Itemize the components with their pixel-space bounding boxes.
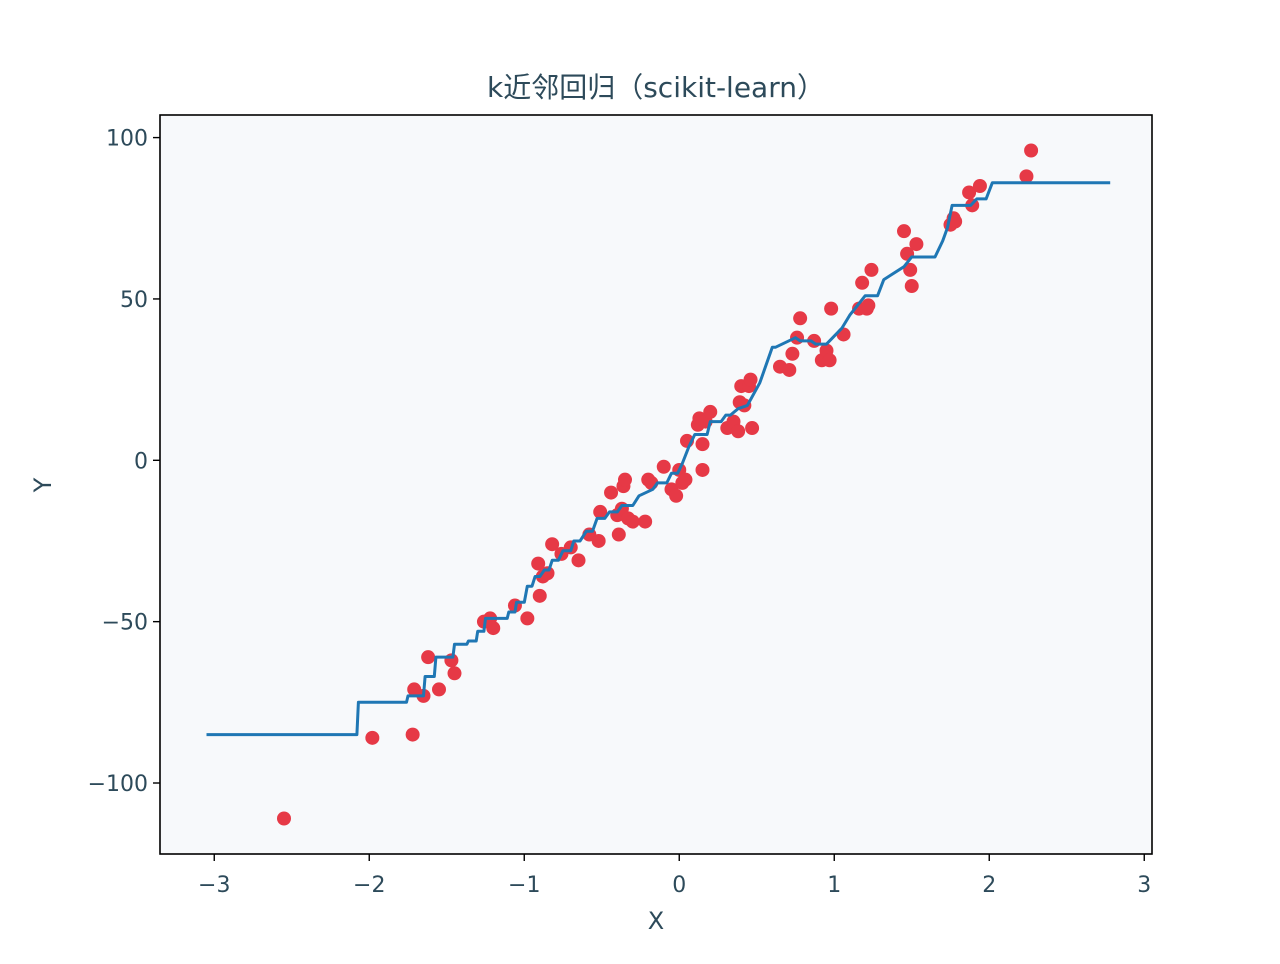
y-tick-label: 50 (120, 288, 148, 313)
y-tick-label: 0 (134, 449, 148, 474)
scatter-point (571, 553, 586, 568)
scatter-point (531, 556, 546, 571)
scatter-point (486, 621, 501, 636)
scatter-point (864, 262, 879, 277)
scatter-point (785, 346, 800, 361)
scatter-point (1024, 143, 1039, 158)
scatter-point (793, 311, 808, 326)
scatter-point (545, 537, 560, 552)
scatter-point (593, 504, 608, 519)
scatter-point (962, 185, 977, 200)
x-tick-label: −2 (353, 873, 385, 898)
scatter-point (824, 301, 839, 316)
scatter-point (695, 437, 710, 452)
scatter-point (656, 459, 671, 474)
scatter-point (591, 533, 606, 548)
scatter-point (532, 588, 547, 603)
scatter-point (678, 472, 693, 487)
scatter-point (421, 650, 436, 665)
y-tick-label: −100 (88, 772, 148, 797)
x-tick-label: −1 (508, 873, 540, 898)
scatter-point (365, 730, 380, 745)
y-tick-label: −50 (102, 611, 148, 636)
scatter-point (604, 485, 619, 500)
scatter-point (669, 488, 684, 503)
y-axis-label: Y (29, 477, 57, 493)
x-axis-label: X (648, 907, 664, 935)
scatter-point (695, 462, 710, 477)
scatter-point (897, 224, 911, 239)
scatter-point (948, 214, 963, 229)
x-tick-label: 0 (672, 873, 686, 898)
scatter-point (731, 424, 746, 439)
x-tick-label: 1 (827, 873, 841, 898)
scatter-point (638, 514, 653, 529)
axes: −3 −2 −1 0 1 2 3 −100 −50 0 50 100 (88, 127, 1152, 898)
scatter-point (625, 514, 640, 529)
scatter-point (745, 421, 760, 436)
scatter-point (861, 298, 876, 313)
scatter-point (432, 682, 446, 697)
scatter-point (855, 275, 870, 290)
scatter-point (909, 237, 924, 252)
scatter-point (444, 653, 459, 668)
scatter-point (703, 404, 718, 419)
scatter-point (520, 611, 535, 626)
scatter-point (611, 527, 626, 542)
plot-frame (159, 114, 1153, 855)
scatter-point (618, 472, 632, 487)
scatter-point (447, 666, 462, 681)
scatter-point (904, 279, 919, 294)
scatter-point (782, 362, 797, 377)
scatter-point (972, 178, 987, 193)
data-marks (206, 143, 1111, 826)
knn-prediction-line (206, 181, 1111, 737)
chart-title: k近邻回归（scikit-learn） (487, 71, 825, 104)
scatter-point (743, 372, 758, 387)
scatter-point (903, 262, 918, 277)
scatter-point (277, 811, 291, 826)
x-tick-label: −3 (198, 873, 230, 898)
scatter-point (1019, 169, 1034, 184)
x-tick-label: 3 (1137, 873, 1151, 898)
x-tick-label: 2 (982, 873, 996, 898)
scatter-point (822, 353, 837, 368)
y-tick-label: 100 (106, 127, 148, 152)
scatter-point (405, 727, 420, 742)
